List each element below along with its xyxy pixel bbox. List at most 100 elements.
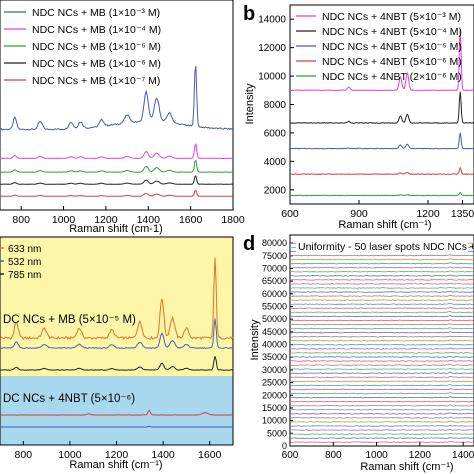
panel-c: 633 nm 532 nm 785 nm DC NCs + MB (5×10⁻⁵ M… [0,236,234,471]
panel-d-series-line [290,319,474,322]
panel-d-y-tick-label: 60000 [262,289,287,299]
panel-d-series-line [290,428,474,431]
panel-d-series-line [289,287,474,289]
panel-a: NDC NCs + MB (1×10⁻³ M) NDC NCs + MB (1×1… [0,0,245,235]
panel-c-x-ticks: 800 1000 1200 1400 1600 [15,441,222,461]
panel-a-series-line [0,189,234,197]
panel-c-x-tick-label: 1200 [105,449,129,461]
panel-d-y-tick-label: 45000 [262,327,287,337]
panel-a-x-tick-label: 1800 [221,214,245,226]
panel-a-legend-label: NDC NCs + MB (1×10⁻⁴ M) [32,24,161,36]
panel-d-series [289,242,474,443]
panel-c-blue-band [0,376,233,445]
panel-c-x-tick-label: 1600 [198,449,222,461]
panel-c-mb-label: DC NCs + MB (5×10⁻⁵ M) [3,314,136,326]
panel-d-y-tick-label: 55000 [262,301,287,311]
panel-d-series-line [289,367,474,370]
panel-d: d 0 5000 10000 15000 20000 25000 30000 35000 400… [243,233,474,473]
panel-d-series-line [290,356,474,358]
panel-c-legend: 633 nm 532 nm 785 nm [0,244,41,281]
panel-b-series-line [289,166,474,175]
panel-d-series-line [290,306,474,310]
panel-b-x-label: Raman shift (cm⁻¹) [338,219,431,231]
panel-d-series-line [289,420,474,423]
panel-d-y-tick-label: 25000 [262,378,287,388]
panel-b-legend: NDC NCs + 4NBT (5×10⁻³ M) NDC NCs + 4NBT … [296,11,462,83]
panel-d-series-line [289,392,474,395]
panel-a-series [0,65,234,197]
panel-d-y-tick-label: 30000 [262,365,287,375]
panel-c-series-line [0,356,234,371]
panel-a-legend: NDC NCs + MB (1×10⁻³ M) NDC NCs + MB (1×1… [4,7,161,87]
panel-d-series-line [289,404,474,407]
panel-c-legend-label: 785 nm [8,270,41,281]
panel-d-series-line [289,424,474,427]
panel-b-y-tick-label: 8000 [264,100,287,111]
panel-d-series-line [289,258,474,261]
panel-d-title-bg [296,239,468,253]
panel-b-legend-label: NDC NCs + 4NBT (2×10⁻⁶ M) [322,71,462,83]
panel-d-series-line [289,327,474,330]
panel-d-series-line [289,416,474,419]
panel-d-series-line [290,364,474,366]
panel-d-x-tick-label: 1000 [365,450,388,461]
panel-c-series-line [0,425,233,428]
panel-d-series-line [289,254,474,257]
panel-d-series-line [289,408,474,411]
panel-d-y-tick-label: 15000 [262,403,287,413]
panel-a-series-line [0,143,234,160]
panel-d-series-line [290,315,474,318]
panel-b-label: b [243,3,255,25]
panel-c-series-line [0,318,234,350]
panel-b-legend-label: NDC NCs + 4NBT (5×10⁻³ M) [322,11,461,23]
panel-d-series-line [290,298,474,301]
panel-a-legend-label: NDC NCs + MB (1×10⁻³ M) [32,7,160,19]
panel-d-x-ticks: 600 800 1000 1200 1400 [282,442,474,461]
panel-d-x-tick-label: 1400 [452,450,474,461]
panel-d-series-line [289,262,474,265]
panel-b-series-line [289,191,474,197]
panel-a-x-tick-label: 800 [12,214,30,226]
panel-c-x-tick-label: 1000 [58,449,82,461]
panel-a-x-ticks: 800 1000 1200 1400 1600 1800 [12,206,245,226]
panel-d-x-tick-label: 800 [325,450,342,461]
panel-c-series-line [0,257,234,341]
panel-d-series-line [290,331,474,334]
panel-d-series-line [289,396,474,399]
panel-d-series-line [289,359,474,362]
panel-d-y-tick-label: 80000 [262,238,287,248]
panel-d-series-line [289,400,474,403]
panel-d-series-line [289,437,474,439]
panel-a-legend-label: NDC NCs + MB (1×10⁻⁶ M) [32,58,161,70]
panel-d-series-line [289,412,474,415]
panel-c-x-label: Raman shift (cm⁻¹) [69,459,162,471]
panel-a-x-tick-label: 1000 [52,214,76,226]
panel-d-y-tick-label: 5000 [267,428,287,438]
panel-d-y-ticks: 0 5000 10000 15000 20000 25000 30000 35000 40000… [262,238,293,451]
panel-d-y-tick-label: 50000 [262,314,287,324]
panel-c-legend-label: 532 nm [8,257,41,268]
panel-d-y-label: Intensity [249,319,261,360]
panel-d-series-line [289,266,474,269]
panel-d-right-label: NDC NCs + [423,242,474,253]
panel-a-legend-label: NDC NCs + MB (1×10⁻⁷ M) [32,75,160,87]
panel-c-series-line [0,409,234,416]
panel-b-y-tick-label: 14000 [258,15,286,26]
panel-d-series-line [289,384,474,387]
panel-b-frame [289,4,474,205]
panel-d-series-line [290,351,474,354]
panel-d-series-line [289,343,474,346]
panel-b-y-label: Intensity [244,83,256,124]
panel-d-series-line [289,303,474,305]
panel-b-x-tick-label: 900 [350,208,368,220]
panel-d-x-tick-label: 1200 [409,450,432,461]
panel-b-x-tick-label: 600 [281,208,299,220]
panel-d-series-line [289,282,474,285]
panel-b-x-ticks: 600 900 1200 1350 [281,200,474,220]
panel-b-legend-label: NDC NCs + 4NBT (5×10⁻⁶ M) [322,56,462,68]
panel-b-series-line [289,91,474,124]
panel-b-series [289,29,474,197]
panel-a-series-line [0,175,234,185]
panel-c-series [0,257,234,428]
